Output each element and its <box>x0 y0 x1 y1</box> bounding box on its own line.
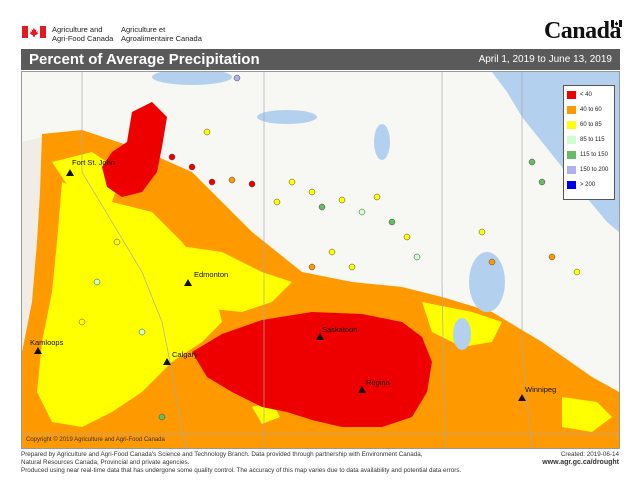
city-marker-saskatoon <box>316 333 324 340</box>
border-ab-bc <box>81 72 188 448</box>
city-label-winnipeg: Winnipeg <box>525 385 557 394</box>
footer-credits: Prepared by Agriculture and Agri-Food Ca… <box>21 451 491 475</box>
city-label-regina: Regina <box>366 378 390 387</box>
org-fr-line2: Agroalimentaire Canada <box>121 34 202 43</box>
city-markers <box>34 169 526 401</box>
city-marker-edmonton <box>184 279 192 286</box>
footer-line3: Produced using near real-time data that … <box>21 467 462 474</box>
city-marker-fort-st-john <box>66 169 74 176</box>
region-60-85-west <box>37 182 222 427</box>
station-point <box>548 253 556 261</box>
city-label-calgary: Calgary <box>172 350 198 359</box>
station-point <box>233 74 241 82</box>
station-point <box>78 318 86 326</box>
station-point <box>338 196 346 204</box>
station-point <box>208 178 216 186</box>
station-point <box>403 233 411 241</box>
precipitation-map <box>22 72 619 448</box>
org-fr-line1: Agriculture et <box>121 25 166 34</box>
station-point <box>308 263 316 271</box>
region-lt40-ne-bc <box>102 102 167 197</box>
footer-created: Created: 2019-06-14 www.agr.gc.ca/drough… <box>542 451 619 467</box>
station-point <box>228 176 236 184</box>
station-point <box>138 328 146 336</box>
map-legend: < 40 40 to 60 60 to 85 85 to 115 115 to … <box>563 85 615 200</box>
city-marker-winnipeg <box>518 394 526 401</box>
station-point <box>373 193 381 201</box>
station-point <box>478 228 486 236</box>
map-title: Percent of Average Precipitation <box>29 51 260 68</box>
wordmark-flag-icon <box>611 20 622 27</box>
org-en-line1: Agriculture and <box>52 25 103 34</box>
canada-wordmark: Canada <box>543 18 622 44</box>
station-point <box>528 158 536 166</box>
legend-swatch <box>567 91 576 99</box>
station-point <box>413 253 421 261</box>
header: Agriculture and Agri-Food Canada Agricul… <box>0 0 640 46</box>
legend-swatch <box>567 151 576 159</box>
legend-swatch <box>567 121 576 129</box>
station-point <box>573 268 581 276</box>
legend-label: 40 to 60 <box>580 107 602 113</box>
city-marker-regina <box>358 386 366 393</box>
station-point <box>318 203 326 211</box>
org-en-line2: Agri-Food Canada <box>52 34 114 43</box>
lake-manitoba <box>453 318 471 350</box>
legend-label: 60 to 85 <box>580 122 602 128</box>
station-point <box>158 413 166 421</box>
footer-line2: Natural Resources Canada, Provincial and… <box>21 459 190 466</box>
lake-athabasca <box>257 110 317 124</box>
station-point <box>273 198 281 206</box>
region-60-85-north <box>152 242 292 312</box>
station-point <box>358 208 366 216</box>
canada-flag-icon <box>22 26 46 38</box>
border-sk-mb <box>441 72 446 448</box>
station-points <box>78 74 581 421</box>
great-slave-lake <box>152 72 232 85</box>
title-bar: Percent of Average Precipitation April 1… <box>21 49 620 70</box>
city-marker-calgary <box>163 358 171 365</box>
station-point <box>538 178 546 186</box>
map-frame: Fort St. John Edmonton Kamloops Calgary … <box>21 71 620 449</box>
station-point <box>168 153 176 161</box>
station-point <box>308 188 316 196</box>
region-60-85-se <box>562 397 612 432</box>
copyright-notice: Copyright © 2019 Agriculture and Agri-Fo… <box>26 437 165 443</box>
station-point <box>348 263 356 271</box>
legend-swatch <box>567 106 576 114</box>
city-marker-kamloops <box>34 347 42 354</box>
legend-label: < 40 <box>580 92 592 98</box>
city-label-fort-st-john: Fort St. John <box>72 158 115 167</box>
reindeer-lake <box>374 124 390 160</box>
legend-swatch <box>567 181 576 189</box>
border-mb-on <box>521 72 533 448</box>
station-point <box>188 163 196 171</box>
legend-swatch <box>567 136 576 144</box>
date-range: April 1, 2019 to June 13, 2019 <box>478 54 612 65</box>
footer-line1: Prepared by Agriculture and Agri-Food Ca… <box>21 451 423 458</box>
lake-winnipeg <box>469 252 505 312</box>
station-point <box>488 258 496 266</box>
station-point <box>93 278 101 286</box>
city-label-saskatoon: Saskatoon <box>322 325 358 334</box>
legend-swatch <box>567 166 576 174</box>
station-point <box>113 238 121 246</box>
footer-url-link[interactable]: www.agr.gc.ca/drought <box>542 459 619 466</box>
legend-label: 85 to 115 <box>580 137 605 143</box>
legend-label: 150 to 200 <box>580 167 609 173</box>
legend-label: > 200 <box>580 182 596 188</box>
station-point <box>328 248 336 256</box>
station-point <box>388 218 396 226</box>
legend-label: 115 to 150 <box>580 152 608 158</box>
city-label-kamloops: Kamloops <box>30 338 64 347</box>
station-point <box>203 128 211 136</box>
station-point <box>248 180 256 188</box>
org-name-english: Agriculture and Agri-Food Canada <box>52 25 113 43</box>
created-date: Created: 2019-06-14 <box>560 451 619 458</box>
org-name-french: Agriculture et Agroalimentaire Canada <box>121 25 202 43</box>
region-lt40-sask <box>192 312 432 427</box>
city-label-edmonton: Edmonton <box>194 270 229 279</box>
station-point <box>288 178 296 186</box>
